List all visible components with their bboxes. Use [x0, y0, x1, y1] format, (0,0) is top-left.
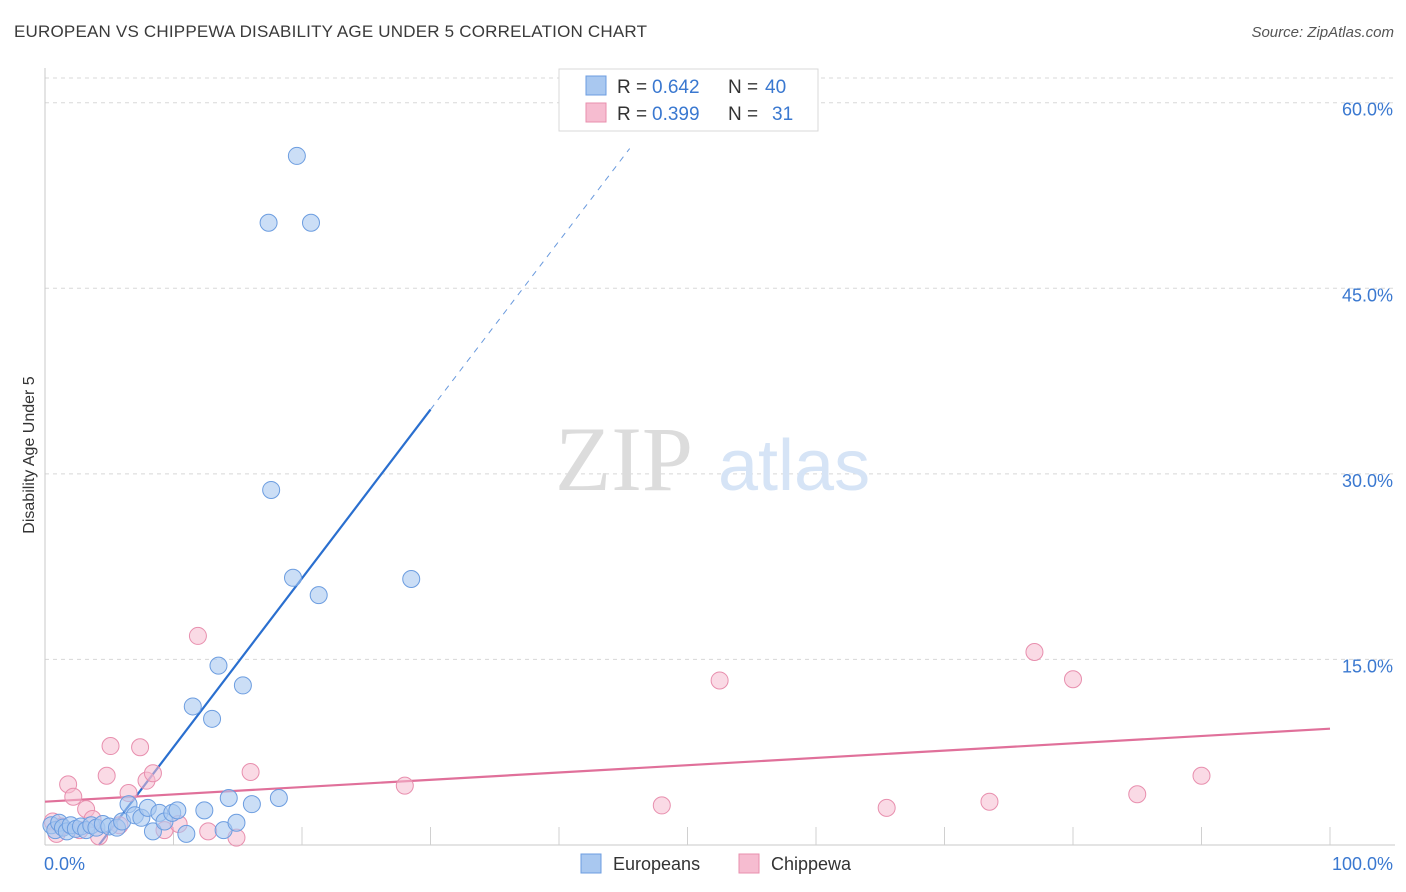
- legend-europeans-r-label: R =: [617, 77, 652, 98]
- source-label: Source: ZipAtlas.com: [1251, 24, 1394, 41]
- chippewa-point: [101, 737, 120, 756]
- svg-text:R = 0.399 N =: R = 0.399 N = 31: [617, 104, 793, 125]
- chippewa-point: [395, 776, 414, 795]
- bottom-legend-chippewa-label: Chippewa: [771, 854, 852, 874]
- bottom-legend-europeans-label: Europeans: [613, 854, 700, 874]
- legend-chippewa-r-value: 0.399: [652, 104, 700, 125]
- chippewa-point: [188, 626, 207, 645]
- watermark-zip: ZIP: [555, 408, 693, 510]
- legend-chippewa-n-value: 31: [772, 104, 793, 125]
- chippewa-point: [64, 787, 83, 806]
- watermark-atlas: atlas: [718, 426, 870, 506]
- legend-europeans-r-value: 0.642: [652, 77, 700, 98]
- legend-chippewa-n-label: N =: [728, 104, 763, 125]
- chart-title: EUROPEAN VS CHIPPEWA DISABILITY AGE UNDE…: [14, 22, 648, 41]
- europeans-point: [269, 788, 288, 807]
- chippewa-point: [1064, 670, 1082, 689]
- y-tick-label: 60.0%: [1342, 100, 1393, 120]
- y-tick-label: 15.0%: [1342, 656, 1393, 676]
- europeans-trend-extension: [430, 148, 631, 410]
- bottom-legend-europeans-swatch: [580, 853, 602, 874]
- europeans-point: [284, 568, 303, 587]
- x-tick-label: 0.0%: [44, 854, 85, 874]
- y-tick-label: 45.0%: [1342, 285, 1393, 305]
- chippewa-point: [710, 671, 729, 690]
- y-axis-label: Disability Age Under 5: [21, 376, 38, 534]
- axes: [44, 68, 1395, 846]
- europeans-point: [301, 213, 320, 232]
- bottom-legend-chippewa-swatch: [738, 853, 760, 874]
- europeans-point: [183, 697, 202, 716]
- gridlines: [45, 77, 1395, 660]
- europeans-point: [402, 570, 421, 589]
- europeans-point: [143, 822, 162, 841]
- europeans-point: [203, 709, 222, 728]
- chippewa-point: [1192, 766, 1211, 785]
- europeans-point: [195, 801, 214, 820]
- europeans-point: [262, 480, 281, 499]
- europeans-point: [287, 146, 306, 165]
- svg-text:R = 0.642 N =: R = 0.642 N = 40: [617, 77, 786, 98]
- legend-europeans-n-value: 40: [765, 77, 786, 98]
- europeans-point: [233, 676, 252, 695]
- europeans-point: [177, 824, 196, 843]
- bottom-legend: Europeans Chippewa: [580, 853, 852, 874]
- legend-europeans-n-label: N =: [728, 77, 763, 98]
- tick-labels: 15.0% 30.0% 45.0% 60.0% 0.0% 100.0%: [44, 100, 1393, 874]
- x-tick-label: 100.0%: [1332, 854, 1393, 874]
- chippewa-point: [143, 764, 162, 783]
- europeans-point: [168, 801, 187, 820]
- chippewa-point: [131, 738, 150, 757]
- watermark: ZIP atlas: [555, 408, 870, 510]
- y-tick-label: 30.0%: [1342, 471, 1393, 491]
- chippewa-point: [97, 766, 116, 785]
- chippewa-point: [652, 796, 671, 815]
- europeans-point: [259, 213, 278, 232]
- chippewa-point: [241, 763, 260, 782]
- chippewa-trend-line: [44, 727, 1331, 803]
- europeans-point: [242, 795, 261, 814]
- legend-europeans-swatch: [585, 75, 607, 96]
- europeans-points: [42, 146, 421, 843]
- europeans-point: [209, 656, 228, 675]
- chippewa-point: [980, 792, 999, 811]
- europeans-point: [227, 813, 246, 832]
- chippewa-point: [1025, 643, 1044, 662]
- chippewa-point: [877, 798, 896, 817]
- legend-box: R = 0.642 N = 40 R = 0.399 N = 31: [558, 68, 819, 132]
- chippewa-point: [1128, 785, 1147, 804]
- chippewa-point: [199, 822, 218, 841]
- legend-chippewa-r-label: R =: [617, 104, 652, 125]
- europeans-point: [309, 586, 328, 605]
- legend-chippewa-swatch: [585, 102, 607, 123]
- europeans-point: [219, 788, 238, 807]
